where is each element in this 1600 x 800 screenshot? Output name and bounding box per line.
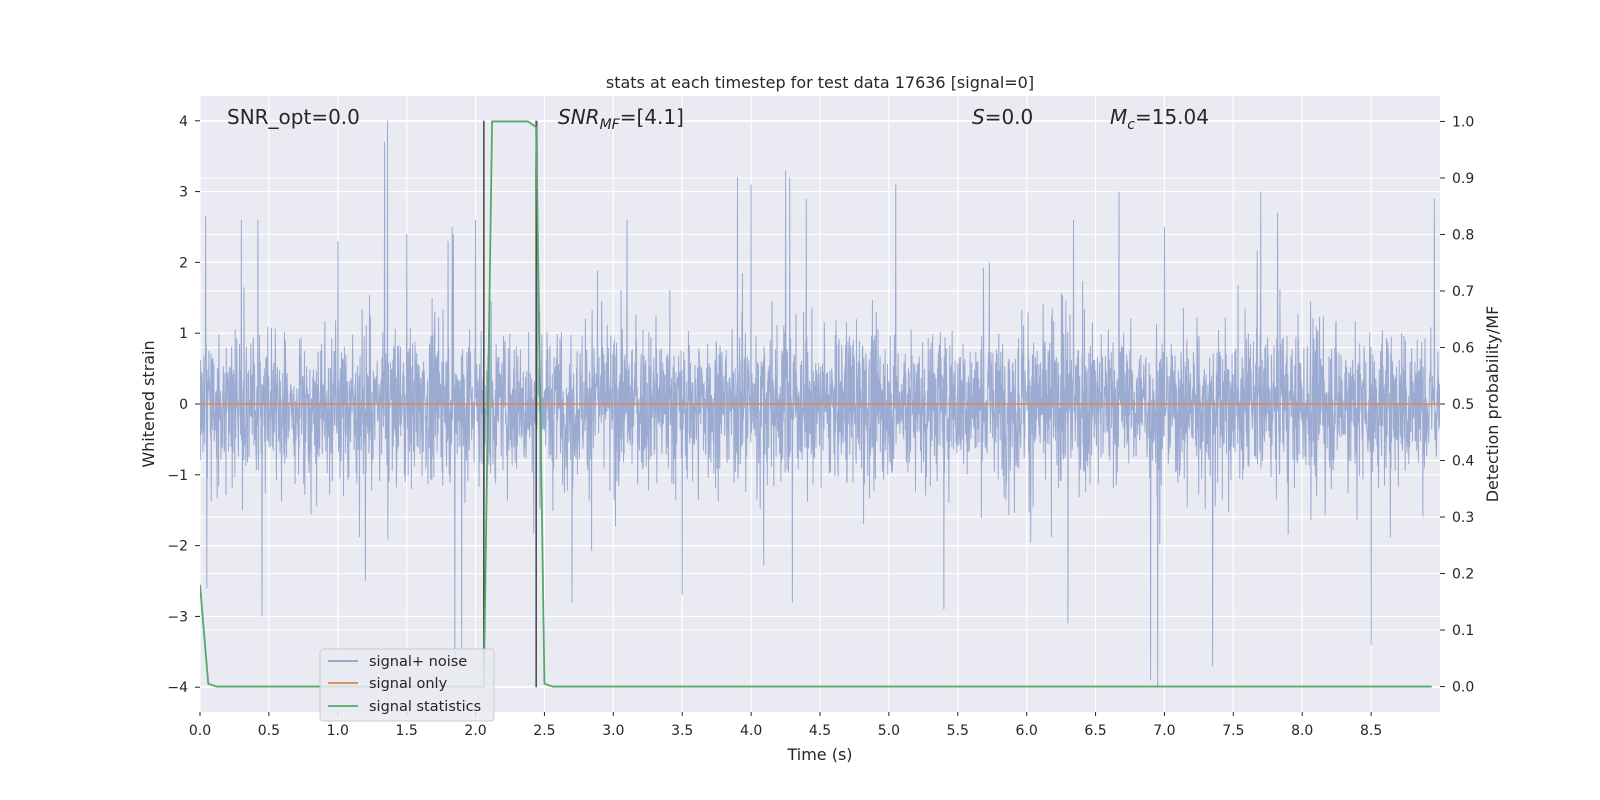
y-right-tick-label: 0.9 bbox=[1452, 171, 1474, 187]
annotation-mc-main: M bbox=[1110, 105, 1127, 129]
annotation-snr-opt: SNR_opt=0.0 bbox=[227, 105, 360, 129]
y-left-tick-label: 4 bbox=[179, 114, 188, 130]
x-tick-label: 8.5 bbox=[1360, 723, 1382, 739]
x-tick-label: 2.5 bbox=[533, 723, 555, 739]
vertical-markers bbox=[483, 120, 537, 688]
y-right-tick-label: 1.0 bbox=[1452, 114, 1474, 130]
y-right-tick-label: 0.4 bbox=[1452, 454, 1474, 470]
x-axis-ticks: 0.0 0.5 1.0 1.5 2.0 2.5 3.0 3.5 4.0 4.5 5.0 5.5 6.0 6… bbox=[189, 712, 1382, 739]
y-right-tick-label: 0.0 bbox=[1452, 680, 1474, 696]
legend-label-signal-statistics: signal statistics bbox=[369, 699, 481, 715]
y-right-axis-ticks: 0.0 0.1 0.2 0.3 0.4 0.5 0.6 0.7 0.8 0.9 1.0 bbox=[1440, 114, 1474, 696]
y-left-axis-label: Whitened strain bbox=[139, 340, 158, 467]
legend-box bbox=[319, 648, 495, 722]
legend-label-signal-only: signal only bbox=[369, 676, 448, 692]
y-right-tick-label: 0.2 bbox=[1452, 567, 1474, 583]
x-tick-label: 6.0 bbox=[1016, 723, 1038, 739]
annotation-mc-sub: c bbox=[1127, 117, 1135, 133]
y-left-tick-label: 1 bbox=[179, 326, 188, 342]
series-signal-statistics-line bbox=[200, 120, 1432, 688]
y-left-tick-label: 2 bbox=[179, 255, 188, 271]
x-tick-label: 7.0 bbox=[1153, 723, 1175, 739]
y-right-tick-label: 0.7 bbox=[1452, 284, 1474, 300]
x-tick-label: 3.5 bbox=[671, 723, 693, 739]
y-right-axis-label: Detection probability/MF bbox=[1483, 306, 1502, 503]
x-tick-label: 5.0 bbox=[878, 723, 900, 739]
y-right-tick-label: 0.6 bbox=[1452, 340, 1474, 356]
y-left-tick-label: 3 bbox=[179, 185, 188, 201]
x-tick-label: 5.5 bbox=[947, 723, 969, 739]
series-signal-noise-line bbox=[200, 120, 1440, 688]
annotation-s: S=0.0 bbox=[972, 105, 1033, 129]
y-left-tick-label: −1 bbox=[167, 468, 188, 484]
x-tick-label: 4.0 bbox=[740, 723, 762, 739]
x-tick-label: 4.5 bbox=[809, 723, 831, 739]
x-axis-label: Time (s) bbox=[786, 745, 852, 764]
y-right-tick-label: 0.1 bbox=[1452, 623, 1474, 639]
y-left-tick-label: 0 bbox=[179, 397, 188, 413]
x-tick-label: 8.0 bbox=[1291, 723, 1313, 739]
x-tick-label: 1.5 bbox=[396, 723, 418, 739]
x-tick-label: 1.0 bbox=[327, 723, 349, 739]
annotation-snr-mf-main: SNR bbox=[558, 105, 600, 129]
x-tick-label: 0.5 bbox=[258, 723, 280, 739]
annotation-snr-mf: SNRMF=[4.1] bbox=[558, 105, 684, 133]
y-left-tick-label: −3 bbox=[167, 609, 188, 625]
y-left-tick-label: −2 bbox=[167, 539, 188, 555]
annotation-mc-value: =15.04 bbox=[1135, 105, 1209, 129]
annotation-s-value: =0.0 bbox=[985, 105, 1034, 129]
y-left-tick-label: −4 bbox=[167, 680, 188, 696]
y-right-tick-label: 0.3 bbox=[1452, 510, 1474, 526]
annotation-snr-mf-value: =[4.1] bbox=[620, 105, 684, 129]
annotation-snr-mf-sub: MF bbox=[600, 117, 621, 133]
legend-label-signal-noise: signal+ noise bbox=[369, 654, 467, 670]
annotation-s-main: S bbox=[972, 105, 985, 129]
x-tick-label: 0.0 bbox=[189, 723, 211, 739]
y-right-tick-label: 0.5 bbox=[1452, 397, 1474, 413]
x-tick-label: 6.5 bbox=[1084, 723, 1106, 739]
y-right-tick-label: 0.8 bbox=[1452, 227, 1474, 243]
annotation-mc: Mc=15.04 bbox=[1110, 105, 1209, 133]
chart-title: stats at each timestep for test data 176… bbox=[606, 73, 1034, 92]
y-left-axis-ticks: −4 −3 −2 −1 0 1 2 3 4 bbox=[167, 114, 200, 696]
x-tick-label: 3.0 bbox=[602, 723, 624, 739]
legend: signal+ noise signal only signal statist… bbox=[319, 648, 495, 722]
x-tick-label: 7.5 bbox=[1222, 723, 1244, 739]
x-tick-label: 2.0 bbox=[464, 723, 486, 739]
